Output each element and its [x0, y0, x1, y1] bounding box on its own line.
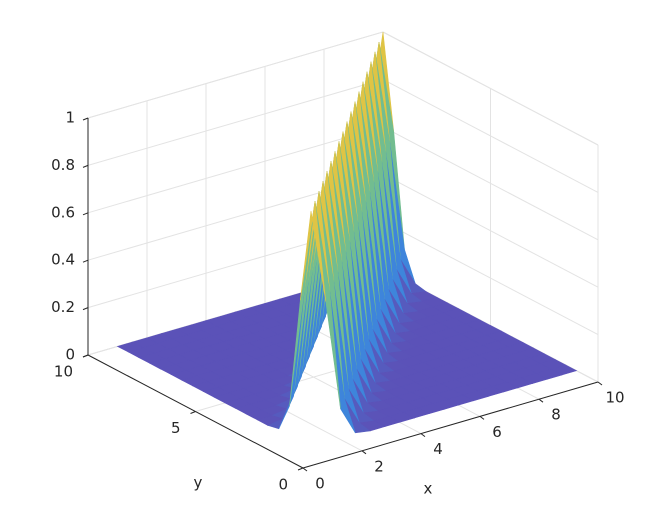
x-tick	[361, 450, 367, 455]
y-tick-label: 0	[278, 476, 288, 494]
y-tick-label: 5	[171, 419, 181, 437]
y-axis-label: y	[194, 474, 203, 492]
grid-line	[382, 31, 599, 146]
z-tick-label: 0.8	[51, 156, 75, 174]
z-tick	[82, 117, 89, 121]
z-tick-label: 0.6	[51, 203, 75, 221]
z-tick-label: 1	[65, 109, 75, 127]
grid-line	[87, 31, 384, 119]
grid-line	[382, 78, 599, 193]
x-tick	[479, 415, 485, 420]
z-tick-label: 0.4	[51, 251, 75, 269]
x-tick-label: 4	[433, 440, 443, 458]
grid-line	[382, 221, 599, 336]
surface	[116, 31, 578, 434]
y-tick	[297, 467, 304, 471]
z-tick	[82, 259, 89, 263]
grid-line	[382, 126, 599, 241]
grid-line	[382, 173, 599, 288]
z-tick	[82, 354, 89, 358]
x-tick-label: 10	[605, 389, 624, 407]
x-axis-label: x	[424, 480, 433, 498]
x-tick	[538, 398, 544, 403]
grid-line	[87, 78, 384, 166]
grid-line	[87, 126, 384, 214]
x-axis	[302, 381, 599, 469]
x-tick	[420, 433, 426, 438]
z-tick	[82, 164, 89, 168]
x-tick-label: 8	[551, 406, 561, 424]
z-tick	[82, 212, 89, 216]
y-tick-label: 10	[54, 363, 73, 381]
x-tick	[597, 381, 603, 386]
x-tick-label: 0	[315, 475, 325, 493]
x-tick-label: 2	[374, 457, 384, 475]
z-tick	[82, 307, 89, 311]
z-tick-label: 0.2	[51, 298, 75, 316]
z-tick-label: 0	[65, 346, 75, 364]
y-tick	[190, 411, 196, 414]
x-tick-label: 6	[492, 423, 502, 441]
x-tick	[302, 467, 308, 472]
surface-facet	[300, 201, 327, 302]
